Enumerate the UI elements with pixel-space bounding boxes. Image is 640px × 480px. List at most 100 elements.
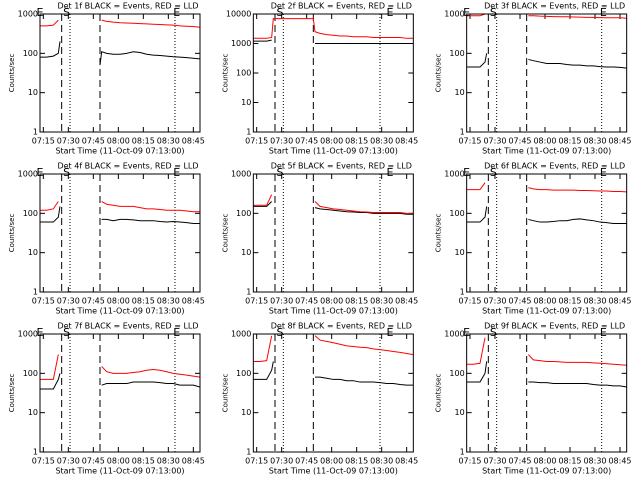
x-axis-label: Start Time (11-Oct-09 07:13:00) (55, 147, 184, 156)
data-line (466, 14, 627, 19)
x-axis-label: Start Time (11-Oct-09 07:13:00) (482, 467, 611, 476)
y-axis-label: Counts/sec (435, 54, 443, 93)
annotation: E (37, 166, 44, 179)
x-axis-label: Start Time (11-Oct-09 07:13:00) (269, 147, 398, 156)
panel: Det 1f BLACK = Events, RED = LLD Start Ti… (8, 2, 205, 156)
data-line (40, 206, 200, 225)
x-tick-label: 07:45 (508, 297, 531, 306)
panel: Det 7f BLACK = Events, RED = LLD Start Ti… (8, 322, 205, 476)
x-tick-label: 07:15 (458, 137, 481, 146)
y-axis-label: Counts/sec (8, 214, 16, 253)
y-tick-label: 1000 (231, 170, 251, 179)
annotation: S (490, 326, 497, 339)
plot-frame (466, 13, 628, 133)
plot-frame (466, 333, 628, 453)
panel-title: Det 6f BLACK = Events, RED = LLD (484, 162, 625, 171)
y-tick-label: 1 (246, 288, 251, 297)
annotation: S (63, 326, 70, 339)
annotation: E (600, 6, 607, 19)
x-tick-label: 07:45 (82, 457, 105, 466)
x-tick-label: 08:15 (132, 137, 155, 146)
y-tick-label: 10 (241, 408, 251, 417)
panel-title: Det 9f BLACK = Events, RED = LLD (484, 322, 625, 331)
x-tick-label: 08:00 (320, 137, 343, 146)
x-tick-label: 08:45 (608, 457, 631, 466)
y-tick-label: 100 (449, 49, 464, 58)
x-tick-label: 07:45 (82, 297, 105, 306)
x-tick-label: 08:00 (107, 137, 130, 146)
plot-frame (39, 173, 201, 293)
x-tick-label: 08:45 (395, 297, 418, 306)
data-line (253, 194, 414, 214)
data-line (253, 335, 414, 362)
x-tick-label: 07:15 (245, 297, 268, 306)
x-tick-label: 07:15 (458, 297, 481, 306)
panel: Det 4f BLACK = Events, RED = LLD Start Ti… (8, 162, 205, 316)
data-line (40, 373, 200, 390)
x-tick-label: 08:15 (558, 457, 581, 466)
data-line (40, 41, 200, 66)
panel-title: Det 7f BLACK = Events, RED = LLD (57, 322, 198, 331)
x-axis-label: Start Time (11-Oct-09 07:13:00) (55, 467, 184, 476)
x-tick-label: 08:00 (107, 457, 130, 466)
y-tick-label: 1000 (231, 330, 251, 339)
data-line (466, 337, 627, 366)
x-tick-label: 08:15 (345, 297, 368, 306)
y-tick-label: 10 (241, 98, 251, 107)
x-tick-label: 08:00 (107, 297, 130, 306)
data-line (40, 354, 200, 380)
plot-frame (466, 173, 628, 293)
data-line (40, 201, 200, 213)
annotation: E (173, 166, 180, 179)
panel-title: Det 3f BLACK = Events, RED = LLD (484, 2, 625, 11)
x-tick-label: 08:30 (583, 457, 606, 466)
y-axis-label: Counts/sec (435, 374, 443, 413)
y-tick-label: 1000 (18, 330, 38, 339)
data-line (253, 18, 414, 39)
annotation: S (490, 166, 497, 179)
panel: Det 2f BLACK = Events, RED = LLD Start Ti… (221, 2, 418, 156)
y-tick-label: 100 (449, 209, 464, 218)
annotation: S (490, 6, 497, 19)
data-line (466, 53, 627, 69)
y-tick-label: 100 (236, 69, 251, 78)
panel: Det 5f BLACK = Events, RED = LLD Start Ti… (221, 162, 418, 316)
x-axis-label: Start Time (11-Oct-09 07:13:00) (269, 307, 398, 316)
y-tick-label: 10000 (226, 10, 251, 19)
annotation: S (277, 166, 284, 179)
x-tick-label: 08:45 (182, 297, 205, 306)
x-tick-label: 07:30 (270, 137, 293, 146)
x-tick-label: 08:15 (345, 457, 368, 466)
x-tick-label: 07:15 (32, 297, 55, 306)
y-tick-label: 1000 (444, 10, 464, 19)
y-tick-label: 10 (454, 88, 464, 97)
y-tick-label: 1000 (444, 170, 464, 179)
y-tick-label: 10 (28, 88, 38, 97)
y-tick-label: 10 (28, 248, 38, 257)
y-tick-label: 100 (23, 369, 38, 378)
y-axis-label: Counts/sec (8, 54, 16, 93)
panel: Det 8f BLACK = Events, RED = LLD Start Ti… (221, 322, 418, 476)
x-tick-label: 07:15 (245, 457, 268, 466)
panel: Det 3f BLACK = Events, RED = LLD Start Ti… (435, 2, 632, 156)
x-tick-label: 07:45 (295, 297, 318, 306)
annotation: E (600, 166, 607, 179)
y-axis-label: Counts/sec (8, 374, 16, 413)
x-tick-label: 08:15 (345, 137, 368, 146)
annotation: E (37, 6, 44, 19)
x-axis-label: Start Time (11-Oct-09 07:13:00) (482, 307, 611, 316)
y-tick-label: 1 (33, 288, 38, 297)
x-tick-label: 08:45 (608, 297, 631, 306)
x-tick-label: 08:45 (395, 137, 418, 146)
data-line (466, 182, 627, 193)
x-tick-label: 08:30 (370, 297, 393, 306)
x-tick-label: 08:30 (157, 457, 180, 466)
x-tick-label: 08:15 (558, 297, 581, 306)
y-tick-label: 1000 (444, 330, 464, 339)
y-axis-label: Counts/sec (221, 54, 229, 93)
y-axis-label: Counts/sec (435, 214, 443, 253)
annotation: E (463, 6, 470, 19)
annotation: E (173, 6, 180, 19)
annotation: S (63, 166, 70, 179)
